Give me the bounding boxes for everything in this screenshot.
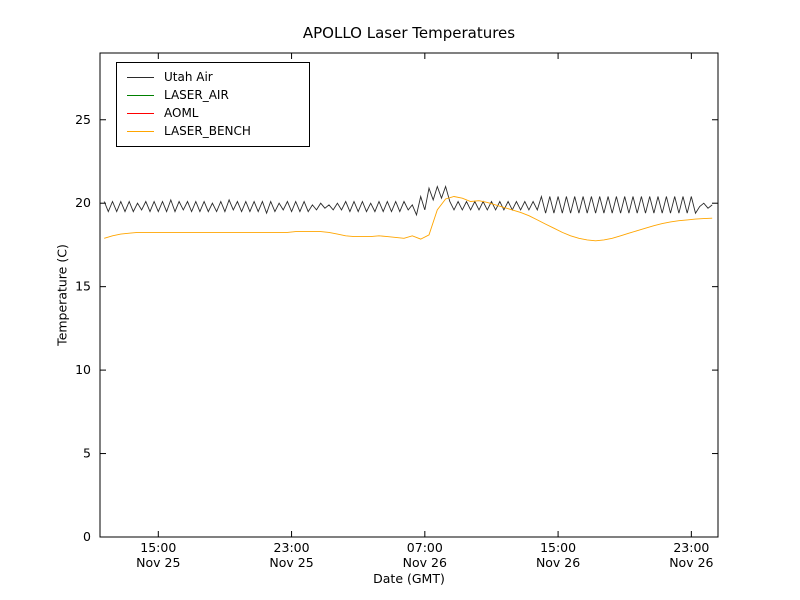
x-axis-label: Date (GMT) xyxy=(373,571,445,586)
axes-frame xyxy=(99,52,719,538)
x-tick-label-date: Nov 26 xyxy=(403,555,447,570)
x-tick-label-date: Nov 26 xyxy=(536,555,580,570)
legend-line-aoml xyxy=(127,112,154,115)
legend-label: Utah Air xyxy=(164,70,213,84)
y-axis-label: Temperature (C) xyxy=(54,244,70,346)
legend-item-laser-bench: LASER_BENCH xyxy=(127,123,295,140)
y-tick-label: 15 xyxy=(75,279,91,294)
y-tick-label: 0 xyxy=(83,529,91,544)
x-tick-label-time: 07:00 xyxy=(407,540,443,555)
x-tick-label-time: 23:00 xyxy=(673,540,709,555)
chart-title: APOLLO Laser Temperatures xyxy=(302,24,516,42)
series-line-laser-bench xyxy=(104,196,713,242)
legend: Utah Air LASER_AIR AOML LASER_BENCH xyxy=(116,62,310,147)
x-tick-label-date: Nov 25 xyxy=(136,555,180,570)
y-tick-label: 10 xyxy=(75,362,91,377)
y-tick-label: 5 xyxy=(83,446,91,461)
x-tick-label-time: 15:00 xyxy=(140,540,176,555)
legend-item-aoml: AOML xyxy=(127,105,295,122)
y-tick-label: 25 xyxy=(75,112,91,127)
y-tick-label: 20 xyxy=(75,195,91,210)
series-line-utah-air xyxy=(103,185,713,217)
legend-item-utah-air: Utah Air xyxy=(127,69,295,86)
x-tick-label-date: Nov 25 xyxy=(269,555,313,570)
x-tick-label-time: 23:00 xyxy=(274,540,310,555)
legend-line-laser-bench xyxy=(127,130,154,133)
legend-label: LASER_BENCH xyxy=(164,124,251,138)
legend-label: AOML xyxy=(164,106,199,120)
legend-item-laser-air: LASER_AIR xyxy=(127,87,295,104)
legend-line-utah-air xyxy=(127,76,154,79)
legend-line-laser-air xyxy=(127,94,154,97)
x-tick-label-time: 15:00 xyxy=(540,540,576,555)
x-tick-label-date: Nov 26 xyxy=(669,555,713,570)
legend-label: LASER_AIR xyxy=(164,88,229,102)
